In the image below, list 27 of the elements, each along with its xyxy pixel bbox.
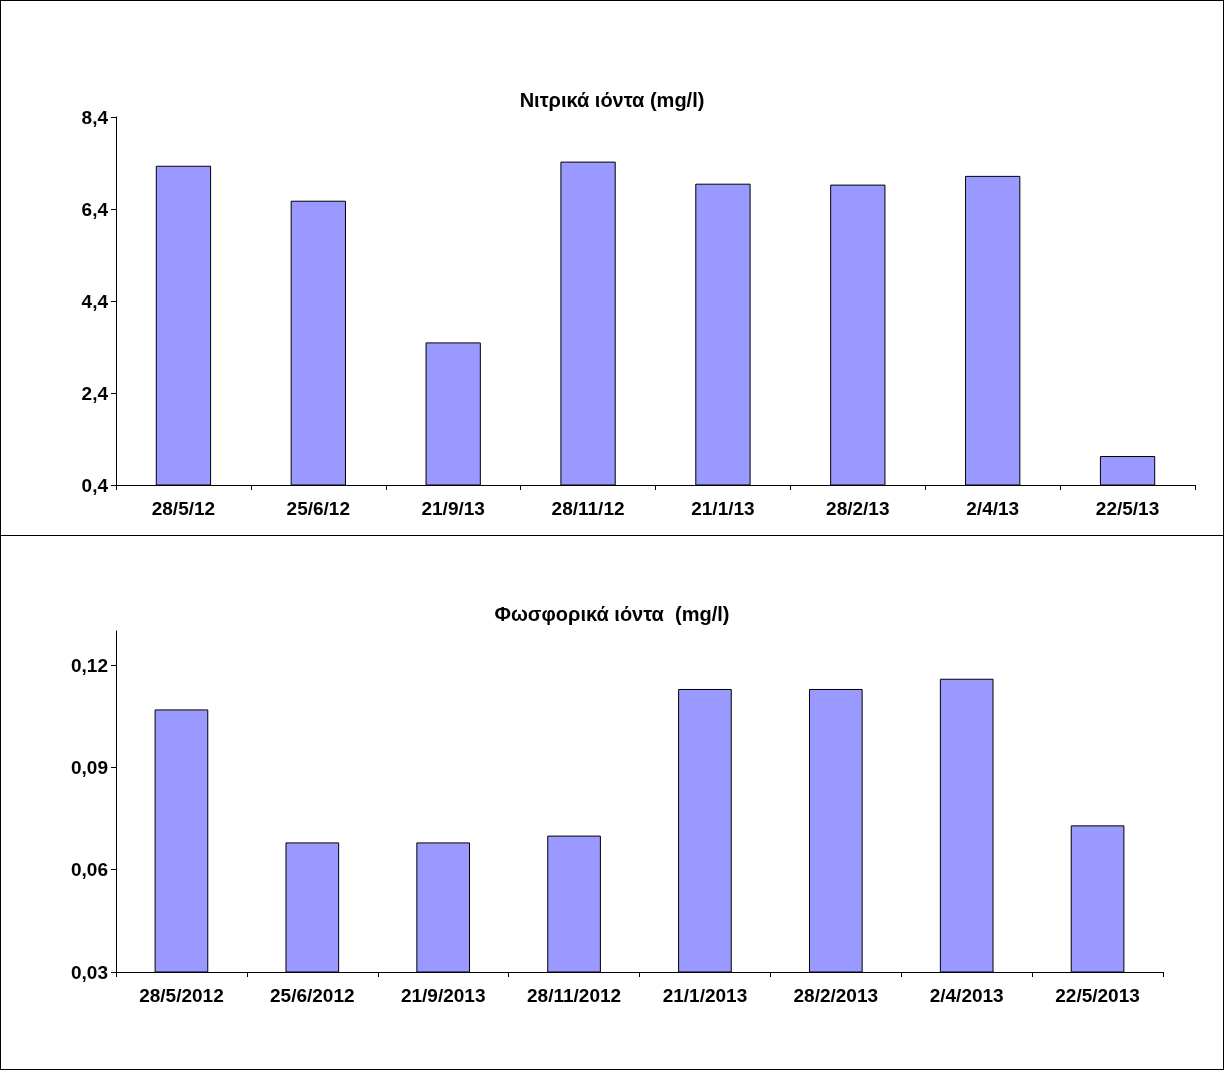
- chart-title: Νιτρικά ιόντα (mg/l): [519, 89, 705, 111]
- chart-title: Φωσφορικά ιόντα (mg/l): [494, 603, 730, 625]
- x-tick-label: 28/11/12: [551, 498, 625, 519]
- x-tick-label: 28/5/2012: [139, 985, 224, 1006]
- y-tick-label: 0,12: [71, 654, 108, 676]
- y-tick-label: 8,4: [81, 106, 109, 128]
- x-tick-label: 21/9/13: [421, 498, 485, 519]
- y-tick-label: 0,03: [71, 961, 108, 983]
- y-tick-label: 0,4: [81, 474, 109, 496]
- x-tick-label: 21/1/2013: [662, 985, 748, 1006]
- x-tick-label: 21/1/13: [691, 498, 755, 519]
- y-tick-label: 2,4: [81, 382, 109, 404]
- x-tick-label: 2/4/2013: [929, 985, 1004, 1006]
- x-tick-label: 28/11/2012: [527, 985, 622, 1006]
- x-tick-label: 28/5/12: [151, 498, 216, 519]
- y-tick-label: 0,06: [71, 859, 108, 881]
- x-tick-label: 25/6/12: [286, 498, 351, 519]
- y-tick-label: 0,09: [71, 756, 108, 778]
- x-tick-label: 22/5/13: [1095, 498, 1160, 519]
- y-tick-label: 6,4: [81, 198, 109, 220]
- x-tick-label: 28/2/2013: [793, 985, 879, 1006]
- x-tick-label: 22/5/2013: [1055, 985, 1140, 1006]
- x-tick-label: 28/2/13: [826, 498, 890, 519]
- y-tick-label: 4,4: [81, 290, 109, 312]
- x-tick-label: 21/9/2013: [400, 985, 486, 1006]
- x-tick-label: 2/4/13: [966, 498, 1020, 519]
- x-tick-label: 25/6/2012: [270, 985, 355, 1006]
